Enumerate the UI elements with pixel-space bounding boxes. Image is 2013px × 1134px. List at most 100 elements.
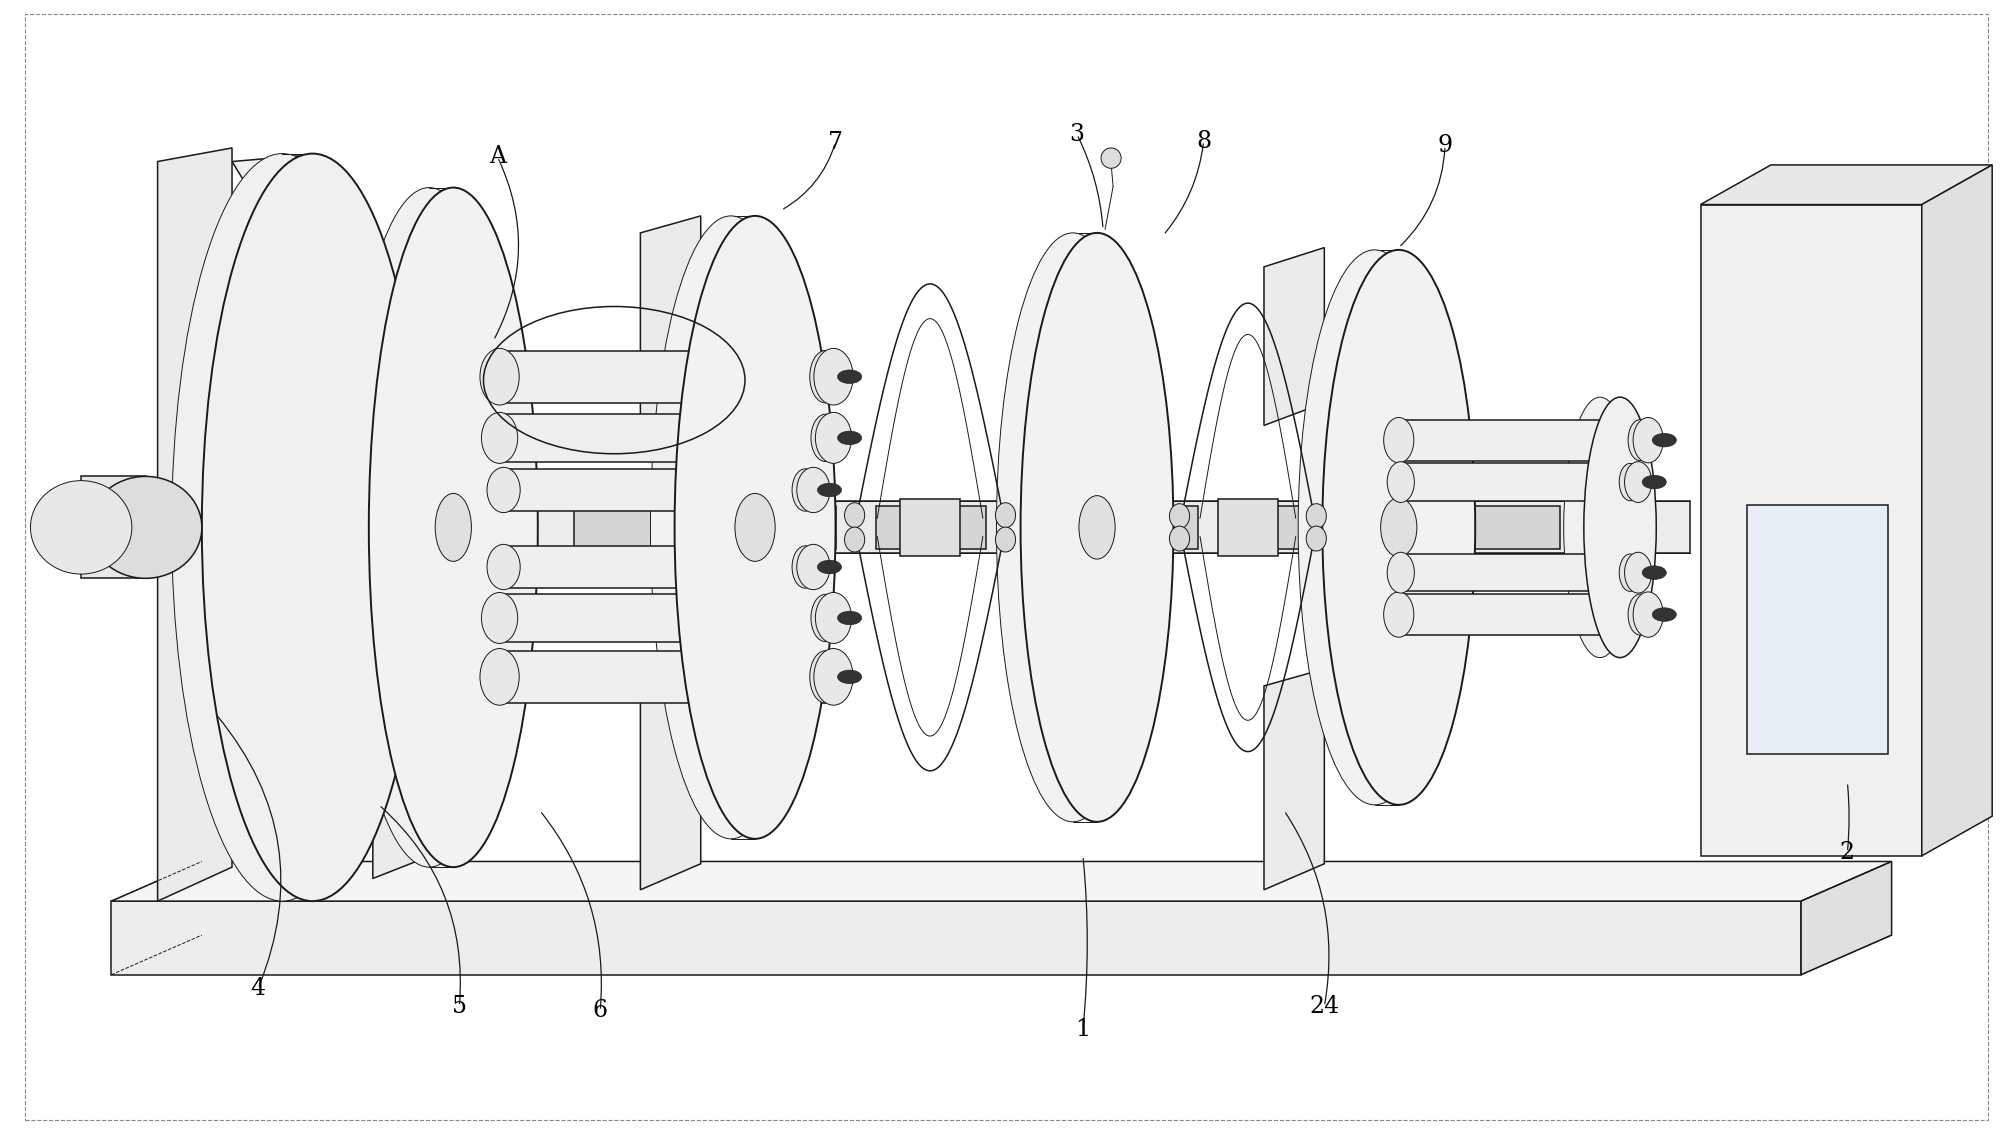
Circle shape bbox=[1653, 608, 1677, 621]
Ellipse shape bbox=[996, 232, 1149, 822]
Ellipse shape bbox=[1564, 397, 1637, 658]
Ellipse shape bbox=[479, 649, 519, 705]
Polygon shape bbox=[1747, 505, 1888, 754]
Text: 8: 8 bbox=[1196, 129, 1212, 153]
Polygon shape bbox=[1701, 164, 1993, 204]
Ellipse shape bbox=[735, 493, 775, 561]
Ellipse shape bbox=[811, 414, 839, 462]
Ellipse shape bbox=[815, 413, 851, 464]
Polygon shape bbox=[1264, 247, 1325, 425]
Ellipse shape bbox=[201, 153, 423, 902]
Ellipse shape bbox=[1629, 420, 1653, 460]
Polygon shape bbox=[499, 594, 825, 642]
Ellipse shape bbox=[1323, 249, 1476, 805]
Circle shape bbox=[817, 483, 841, 497]
Polygon shape bbox=[332, 501, 1691, 553]
Text: 1: 1 bbox=[1075, 1017, 1091, 1041]
Text: 24: 24 bbox=[1308, 995, 1339, 1018]
Text: 2: 2 bbox=[1840, 841, 1854, 864]
Ellipse shape bbox=[845, 502, 866, 527]
Circle shape bbox=[837, 370, 862, 383]
Polygon shape bbox=[1401, 464, 1631, 501]
Polygon shape bbox=[574, 506, 694, 549]
Polygon shape bbox=[640, 663, 701, 890]
Polygon shape bbox=[1117, 506, 1198, 549]
Ellipse shape bbox=[479, 348, 519, 405]
Circle shape bbox=[837, 611, 862, 625]
Ellipse shape bbox=[1079, 496, 1115, 559]
Ellipse shape bbox=[89, 476, 201, 578]
Text: 4: 4 bbox=[250, 976, 266, 1000]
Ellipse shape bbox=[809, 350, 841, 403]
Ellipse shape bbox=[344, 187, 513, 868]
Ellipse shape bbox=[845, 527, 866, 552]
Ellipse shape bbox=[1618, 464, 1641, 501]
Ellipse shape bbox=[1021, 232, 1174, 822]
Ellipse shape bbox=[813, 649, 854, 705]
Polygon shape bbox=[640, 215, 701, 431]
Text: 7: 7 bbox=[827, 130, 843, 154]
Polygon shape bbox=[157, 147, 231, 902]
Polygon shape bbox=[111, 902, 1802, 975]
Polygon shape bbox=[81, 476, 145, 578]
Ellipse shape bbox=[1170, 526, 1190, 551]
Ellipse shape bbox=[996, 527, 1015, 552]
Polygon shape bbox=[1399, 594, 1641, 635]
Polygon shape bbox=[499, 651, 825, 703]
Ellipse shape bbox=[813, 348, 854, 405]
Polygon shape bbox=[755, 506, 835, 549]
Ellipse shape bbox=[1306, 526, 1327, 551]
Text: A: A bbox=[489, 145, 505, 169]
Ellipse shape bbox=[368, 187, 537, 868]
Text: 6: 6 bbox=[592, 999, 608, 1023]
Text: 9: 9 bbox=[1437, 134, 1453, 158]
Polygon shape bbox=[1264, 669, 1325, 890]
Polygon shape bbox=[372, 363, 439, 879]
Polygon shape bbox=[1922, 164, 1993, 856]
Polygon shape bbox=[1218, 499, 1278, 556]
Ellipse shape bbox=[1306, 503, 1327, 528]
Ellipse shape bbox=[171, 153, 393, 902]
Polygon shape bbox=[1701, 204, 1922, 856]
Circle shape bbox=[837, 431, 862, 445]
Circle shape bbox=[837, 670, 862, 684]
Ellipse shape bbox=[650, 215, 811, 839]
Polygon shape bbox=[111, 862, 1892, 902]
Polygon shape bbox=[1399, 420, 1641, 460]
Ellipse shape bbox=[1170, 503, 1190, 528]
Ellipse shape bbox=[487, 544, 519, 590]
Ellipse shape bbox=[1618, 555, 1641, 591]
Ellipse shape bbox=[1387, 462, 1415, 502]
Ellipse shape bbox=[1383, 417, 1413, 463]
Ellipse shape bbox=[1584, 397, 1657, 658]
Ellipse shape bbox=[1633, 592, 1663, 637]
Ellipse shape bbox=[996, 502, 1015, 527]
Ellipse shape bbox=[791, 468, 819, 511]
Ellipse shape bbox=[1624, 552, 1653, 593]
Polygon shape bbox=[499, 414, 825, 462]
Ellipse shape bbox=[797, 544, 829, 590]
Ellipse shape bbox=[481, 592, 517, 643]
Circle shape bbox=[1643, 566, 1667, 579]
Polygon shape bbox=[231, 155, 439, 391]
Ellipse shape bbox=[1633, 417, 1663, 463]
Ellipse shape bbox=[674, 215, 835, 839]
Polygon shape bbox=[1449, 506, 1560, 549]
Ellipse shape bbox=[811, 594, 839, 642]
Ellipse shape bbox=[1387, 552, 1415, 593]
Ellipse shape bbox=[1101, 147, 1121, 168]
Ellipse shape bbox=[797, 467, 829, 513]
Circle shape bbox=[1643, 475, 1667, 489]
Polygon shape bbox=[503, 545, 805, 589]
Polygon shape bbox=[1401, 555, 1631, 591]
Ellipse shape bbox=[481, 413, 517, 464]
Polygon shape bbox=[499, 350, 825, 403]
Ellipse shape bbox=[487, 467, 519, 513]
Circle shape bbox=[1653, 433, 1677, 447]
Text: 3: 3 bbox=[1069, 122, 1085, 146]
Ellipse shape bbox=[815, 592, 851, 643]
Polygon shape bbox=[503, 468, 805, 511]
Circle shape bbox=[817, 560, 841, 574]
Ellipse shape bbox=[809, 651, 841, 703]
Polygon shape bbox=[900, 499, 960, 556]
